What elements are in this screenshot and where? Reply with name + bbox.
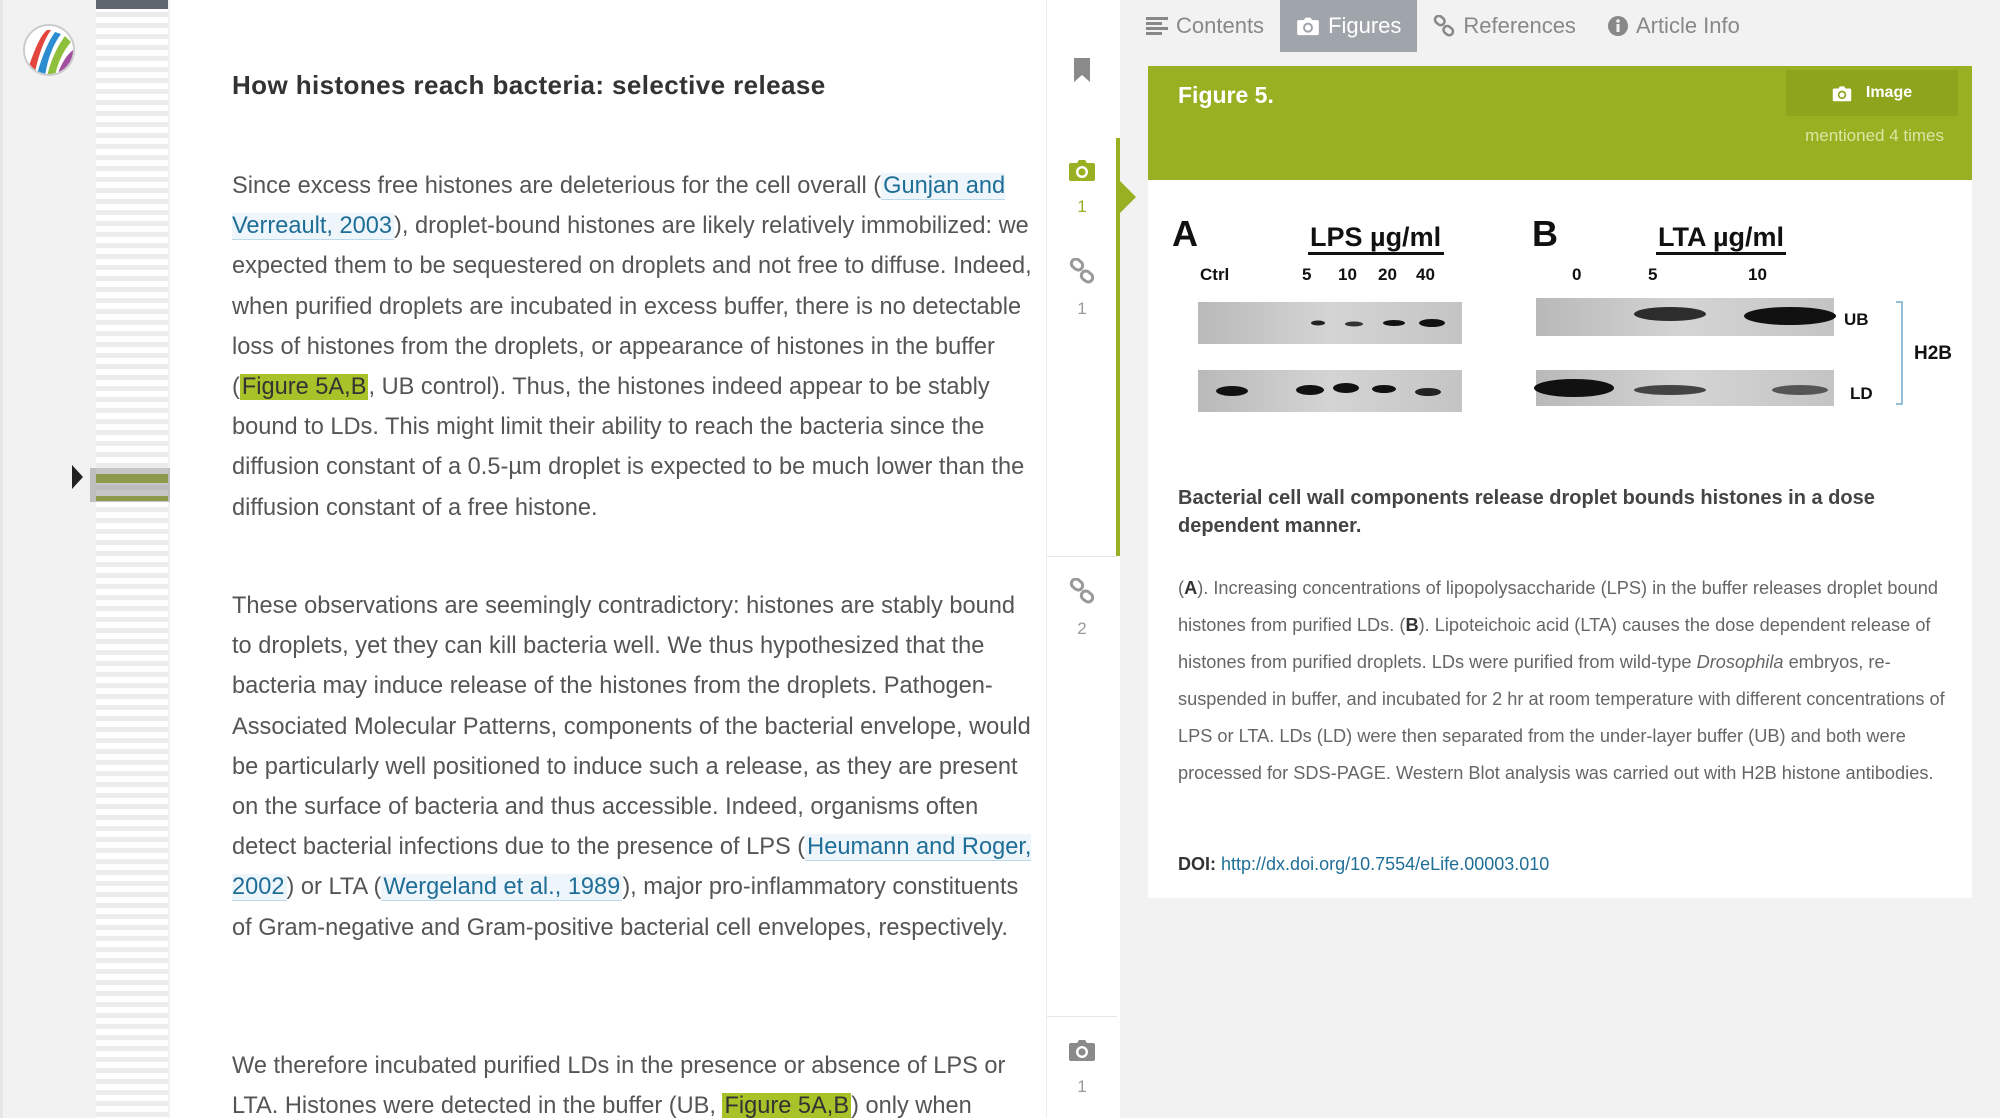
text: , UB control). Thus, the histones indeed… <box>232 374 1025 521</box>
figure-card: Figure 5. Image mentioned 4 times A LPS … <box>1120 66 1972 898</box>
resource-count: 1 <box>1077 1077 1087 1096</box>
gutter-figure-button[interactable]: 1 <box>1047 158 1117 217</box>
figure-title: Figure 5. <box>1178 82 1274 108</box>
lane-label: 40 <box>1416 265 1435 284</box>
text: We therefore incubated purified LDs in t… <box>232 1053 1006 1118</box>
lane-label: 20 <box>1378 265 1397 284</box>
document-minimap[interactable] <box>72 0 174 1118</box>
camera-icon <box>1832 85 1852 101</box>
figure-link[interactable]: Figure 5A,B <box>239 374 369 401</box>
link-icon <box>1069 257 1095 284</box>
figure-header: Figure 5. Image mentioned 4 times <box>1120 66 1972 213</box>
gutter-divider <box>1047 556 1117 557</box>
link-icon <box>1434 15 1455 37</box>
figure-image[interactable]: A LPS µg/ml Ctrl 5 10 20 40 <box>1170 206 1954 486</box>
tab-label: Figures <box>1328 13 1402 38</box>
panel-b-letter: B <box>1532 213 1558 254</box>
minimap-pointer-icon <box>72 465 83 489</box>
resource-count: 1 <box>1077 299 1087 318</box>
text: These observations are seemingly contrad… <box>232 593 1031 861</box>
tab-references[interactable]: References <box>1417 0 1592 52</box>
section-heading: How histones reach bacteria: selective r… <box>232 70 826 100</box>
text: ) only when <box>851 1093 972 1118</box>
panel-ref: A <box>1184 578 1198 598</box>
figure-link[interactable]: Figure 5A,B <box>722 1093 852 1118</box>
logo-rail <box>0 0 92 1118</box>
text: ), major pro-inflammatory constituents o… <box>232 874 1019 941</box>
text: ) or LTA ( <box>286 874 382 901</box>
doi-link[interactable]: http://dx.doi.org/10.7554/eLife.00003.01… <box>1221 854 1550 874</box>
doi-label: DOI: <box>1178 854 1216 874</box>
link-icon <box>1069 577 1095 604</box>
lane-label: 5 <box>1648 265 1657 284</box>
tab-label: Contents <box>1176 13 1265 38</box>
text: ), droplet-bound histones are likely rel… <box>232 213 1032 401</box>
citation-link[interactable]: Wergeland et al., 1989 <box>381 874 623 902</box>
lane-label: Ctrl <box>1200 265 1229 284</box>
species-name: Drosophila <box>1696 652 1784 672</box>
tab-contents[interactable]: Contents <box>1130 0 1280 52</box>
lane-label: 0 <box>1572 265 1581 284</box>
journal-logo[interactable] <box>23 24 75 76</box>
image-button-label: Image <box>1865 84 1913 101</box>
panel-a-letter: A <box>1172 213 1198 254</box>
camera-icon <box>1297 17 1319 36</box>
tab-figures[interactable]: Figures <box>1280 0 1418 52</box>
info-icon <box>1607 16 1628 36</box>
resource-gutter: 1 1 2 1 <box>1046 0 1120 1118</box>
image-button[interactable]: Image <box>1786 70 1958 116</box>
text: ). Lipoteichoic acid (LTA) causes the do… <box>1178 615 1931 672</box>
gutter-divider <box>1047 1016 1117 1017</box>
tab-article-info[interactable]: Article Info <box>1592 0 1756 52</box>
paragraph-3: We therefore incubated purified LDs in t… <box>232 1046 1032 1118</box>
lane-label: 10 <box>1748 265 1767 284</box>
camera-icon <box>1069 1040 1095 1061</box>
gutter-figure-button[interactable]: 1 <box>1047 1038 1117 1097</box>
ub-label: UB <box>1844 310 1869 329</box>
blot-strip <box>1198 302 1462 344</box>
doi-line: DOI: http://dx.doi.org/10.7554/eLife.000… <box>1178 854 1549 875</box>
tab-label: Article Info <box>1635 13 1740 38</box>
text: ( <box>1178 578 1185 598</box>
minimap-lines <box>96 12 168 1118</box>
minimap-viewport[interactable] <box>90 468 174 502</box>
gutter-reference-button[interactable]: 1 <box>1047 257 1117 319</box>
panel-a-header: LPS µg/ml <box>1310 222 1441 252</box>
ld-label: LD <box>1850 384 1873 403</box>
paragraph-2: These observations are seemingly contrad… <box>232 586 1032 948</box>
lane-label: 10 <box>1338 265 1357 284</box>
text: embryos, re-suspended in buffer, and inc… <box>1178 652 1945 783</box>
camera-icon <box>1069 160 1095 181</box>
minimap-top-marker <box>96 0 168 9</box>
lane-label: 5 <box>1302 265 1311 284</box>
text: ). Increasing concentrations of lipopoly… <box>1178 578 1938 635</box>
article-body: How histones reach bacteria: selective r… <box>170 0 1046 1118</box>
resource-count: 2 <box>1077 619 1087 638</box>
tab-label: References <box>1463 13 1576 38</box>
caption-body: (A). Increasing concentrations of lipopo… <box>1178 570 1958 792</box>
protein-label: H2B <box>1914 343 1952 364</box>
minimap-figure-highlight <box>96 474 168 483</box>
figure-pointer-icon <box>1120 181 1136 213</box>
resource-panel: Contents Figures References Article Info… <box>1120 0 2000 1118</box>
panel-b-header: LTA µg/ml <box>1658 222 1784 252</box>
caption-title: Bacterial cell wall components release d… <box>1178 487 1875 537</box>
minimap-figure-highlight <box>96 496 168 501</box>
gutter-reference-button[interactable]: 2 <box>1047 577 1117 639</box>
text: Since excess free histones are deleterio… <box>232 173 882 199</box>
paragraph-1: Since excess free histones are deleterio… <box>232 166 1032 528</box>
bookmark-button[interactable] <box>1047 58 1117 87</box>
mention-count: mentioned 4 times <box>1805 126 1944 145</box>
list-icon <box>1146 17 1168 35</box>
resource-count: 1 <box>1077 197 1087 216</box>
active-resource-indicator <box>1116 138 1120 556</box>
panel-tabs: Contents Figures References Article Info <box>1130 0 1756 52</box>
bookmark-icon <box>1074 58 1090 82</box>
panel-ref: B <box>1405 615 1419 635</box>
